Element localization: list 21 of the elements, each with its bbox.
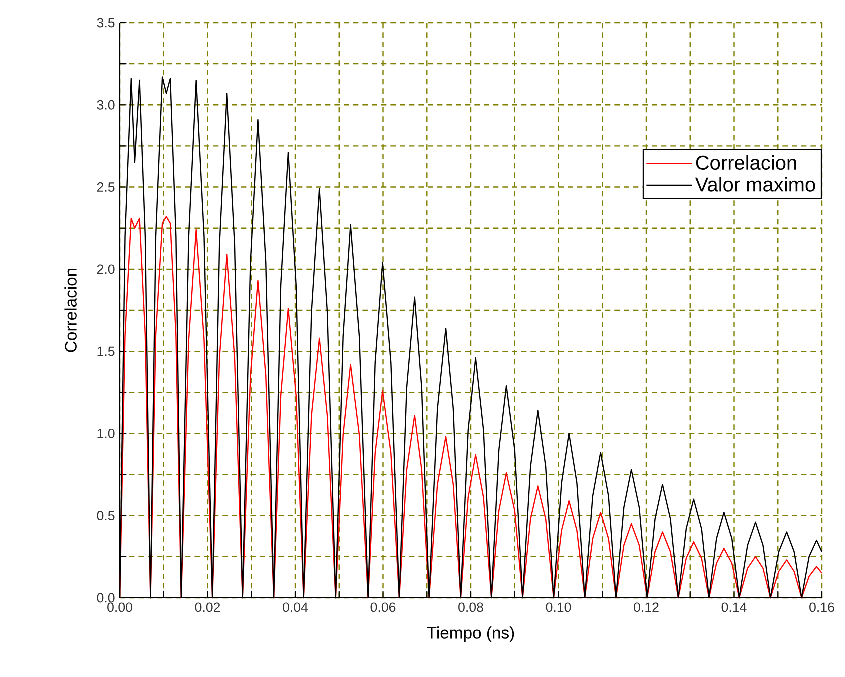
x-tick-label: 0.02 [195, 602, 220, 612]
y-tick-label: 2.0 [97, 264, 115, 274]
x-tick-label: 0.10 [546, 602, 572, 612]
y-tick-label: 3.5 [97, 18, 115, 28]
x-tick-label: 0.06 [370, 602, 396, 612]
y-axis-title: Correlacion [64, 268, 77, 352]
x-tick-label: 0.08 [458, 602, 484, 612]
y-tick-label: 1.0 [98, 428, 115, 438]
x-axis-title: Tiempo (ns) [427, 626, 514, 642]
x-tick-label: 0.12 [634, 602, 659, 612]
x-tick-label: 0.00 [108, 602, 132, 612]
y-tick-label: 0.0 [97, 593, 115, 603]
x-tick-label: 0.04 [283, 602, 308, 612]
legend-label: Correlacion [696, 155, 796, 170]
y-tick-label: 0.5 [97, 511, 115, 521]
legend-label: Valor maximo [695, 177, 816, 192]
y-tick-label: 3.0 [97, 100, 115, 110]
x-tick-label: 0.14 [722, 602, 747, 612]
x-tick-label: 0.16 [810, 602, 834, 612]
y-tick-label: 2.5 [97, 182, 115, 192]
y-tick-label: 1.5 [98, 346, 115, 356]
